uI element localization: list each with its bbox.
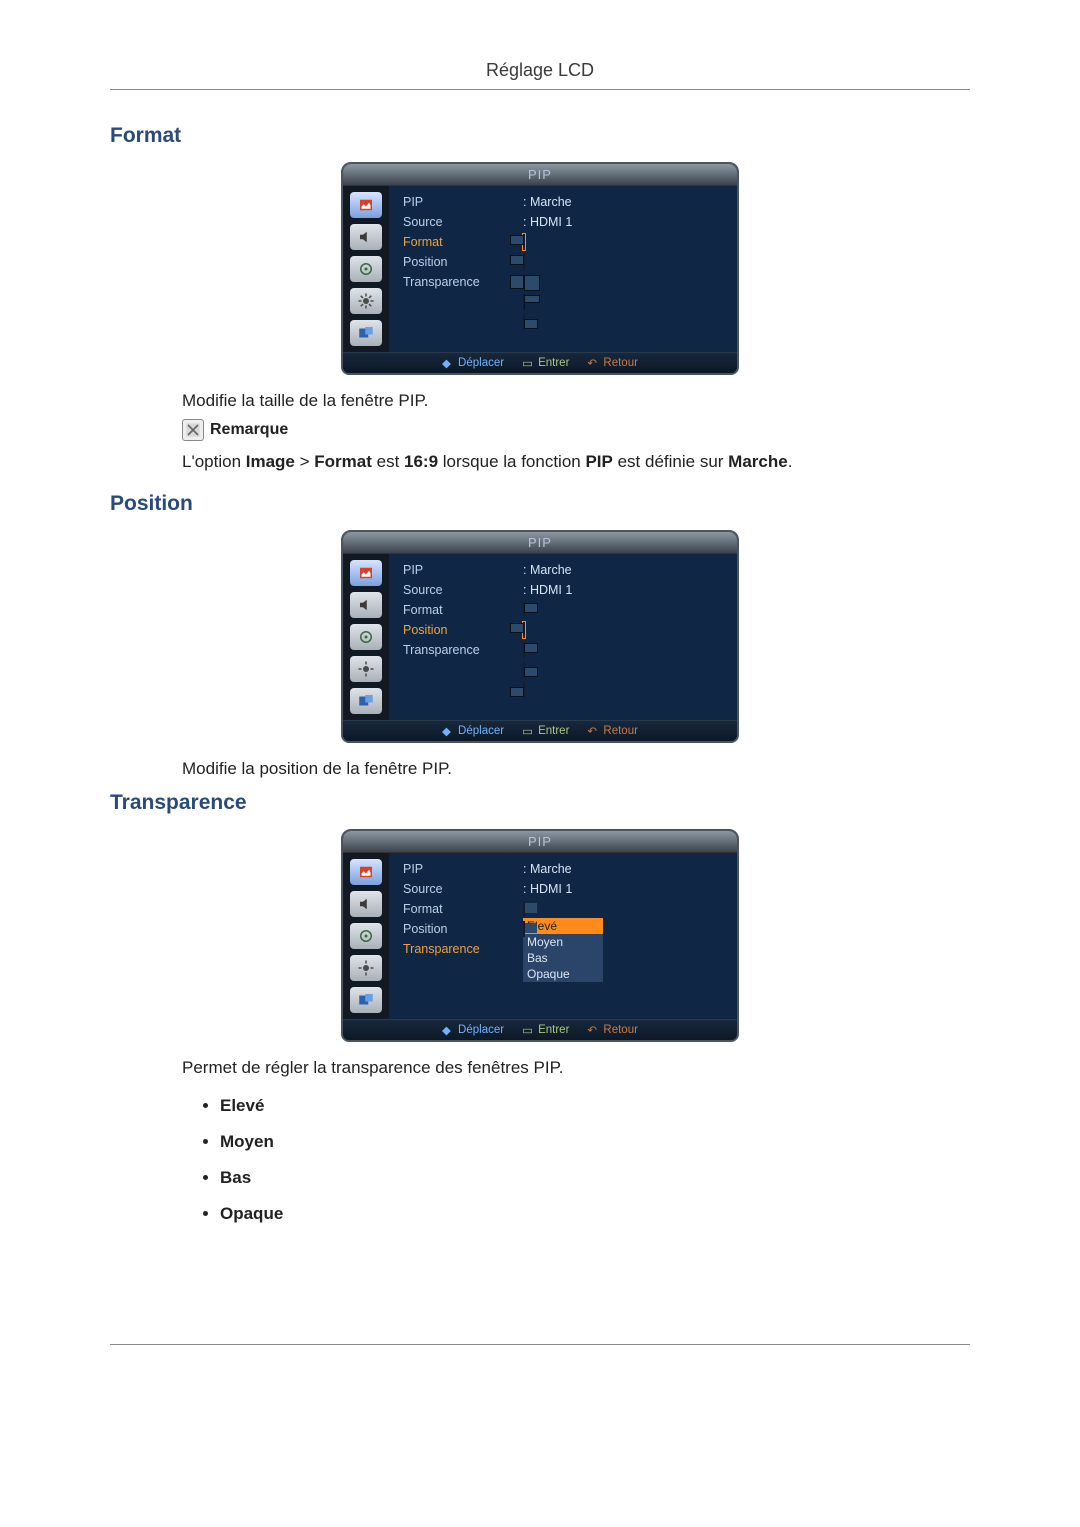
- sound-icon[interactable]: [350, 592, 382, 618]
- trans-option-opaque[interactable]: Opaque: [523, 966, 603, 982]
- section-title-format: Format: [110, 124, 970, 148]
- note-row: Remarque: [182, 419, 970, 441]
- transparence-desc: Permet de régler la transparence des fen…: [182, 1056, 970, 1080]
- osd-row-format[interactable]: Format: [403, 603, 523, 617]
- list-item: Bas: [220, 1168, 970, 1188]
- section-title-position: Position: [110, 492, 970, 516]
- osd-row-pip[interactable]: PIP: [403, 195, 523, 209]
- page-header: Réglage LCD: [110, 60, 970, 90]
- setup-icon[interactable]: [350, 624, 382, 650]
- list-item: Moyen: [220, 1132, 970, 1152]
- section-format: Format PIP PIP: Marche Source: HDMI 1: [110, 124, 970, 474]
- osd-row-position[interactable]: Position: [403, 922, 523, 936]
- osd-transparence: PIP PIP: Marche Source: HDMI 1 Format: [341, 829, 739, 1042]
- osd-row-transparence[interactable]: Transparence: [403, 942, 523, 956]
- osd-row-format[interactable]: Format: [403, 235, 523, 249]
- osd-main: PIP: Marche Source: HDMI 1 Format Positi…: [389, 186, 737, 352]
- position-thumb-1[interactable]: [523, 622, 525, 638]
- osd-val-pip: : Marche: [523, 195, 572, 209]
- osd-row-source[interactable]: Source: [403, 882, 523, 896]
- transparence-option-list: Elevé Moyen Bas Opaque: [220, 1096, 970, 1224]
- osd-row-position[interactable]: Position: [403, 623, 523, 637]
- sound-icon[interactable]: [350, 224, 382, 250]
- section-position: Position PIP PIP: Marche Source: HDMI 1: [110, 492, 970, 781]
- format-thumb-3[interactable]: [523, 274, 525, 290]
- osd-row-transparence[interactable]: Transparence: [403, 643, 523, 657]
- multi-icon[interactable]: [350, 688, 382, 714]
- setup-icon[interactable]: [350, 256, 382, 282]
- format-current-thumb: [523, 602, 525, 618]
- multi-icon[interactable]: [350, 987, 382, 1013]
- osd-footer: ◆Déplacer ▭Entrer ↶Retour: [343, 352, 737, 373]
- osd-sidebar: [343, 186, 389, 352]
- section-transparence: Transparence PIP PIP: Marche Source: HDM…: [110, 791, 970, 1224]
- footer-return: ↶Retour: [587, 357, 638, 369]
- footer-enter: ▭Entrer: [522, 357, 569, 369]
- osd-row-source[interactable]: Source: [403, 583, 523, 597]
- format-desc: Modifie la taille de la fenêtre PIP.: [182, 389, 970, 413]
- footer-rule: [110, 1344, 970, 1345]
- position-thumb-4[interactable]: [523, 682, 525, 698]
- osd-val-source: : HDMI 1: [523, 215, 572, 229]
- format-note-text: L'option Image > Format est 16:9 lorsque…: [182, 449, 970, 475]
- osd-row-pip[interactable]: PIP: [403, 563, 523, 577]
- osd-panel: PIP PIP: Marche Source: HDMI 1 Format: [341, 162, 739, 375]
- osd-sidebar: [343, 554, 389, 720]
- position-desc: Modifie la position de la fenêtre PIP.: [182, 757, 970, 781]
- list-item: Opaque: [220, 1204, 970, 1224]
- image-icon[interactable]: [350, 192, 382, 218]
- osd-footer: ◆Déplacer ▭Entrer ↶Retour: [343, 720, 737, 741]
- osd-title: PIP: [343, 532, 737, 554]
- footer-move: ◆Déplacer: [442, 357, 504, 369]
- section-title-transparence: Transparence: [110, 791, 970, 815]
- settings-icon[interactable]: [350, 656, 382, 682]
- position-thumb-2[interactable]: [523, 642, 525, 658]
- page: Réglage LCD Format PIP PIP: Marche: [0, 0, 1080, 1527]
- setup-icon[interactable]: [350, 923, 382, 949]
- page-title: Réglage LCD: [486, 60, 594, 80]
- settings-icon[interactable]: [350, 955, 382, 981]
- image-icon[interactable]: [350, 859, 382, 885]
- multi-icon[interactable]: [350, 320, 382, 346]
- osd-title: PIP: [343, 164, 737, 186]
- osd-row-format[interactable]: Format: [403, 902, 523, 916]
- format-thumb-selected: [523, 235, 525, 249]
- osd-row-source[interactable]: Source: [403, 215, 523, 229]
- trans-option-moyen[interactable]: Moyen: [523, 934, 603, 950]
- note-icon: [182, 419, 204, 441]
- trans-option-bas[interactable]: Bas: [523, 950, 603, 966]
- osd-row-position[interactable]: Position: [403, 255, 523, 269]
- position-thumb: [523, 921, 525, 937]
- position-thumb-3[interactable]: [523, 662, 525, 678]
- osd-footer: ◆Déplacer ▭Entrer ↶Retour: [343, 1019, 737, 1040]
- format-thumb-4[interactable]: [523, 294, 525, 310]
- osd-sidebar: [343, 853, 389, 1019]
- settings-icon[interactable]: [350, 288, 382, 314]
- format-thumb: [523, 901, 525, 917]
- note-label: Remarque: [210, 421, 288, 439]
- image-icon[interactable]: [350, 560, 382, 586]
- format-thumb-5[interactable]: [523, 314, 525, 330]
- osd-format: PIP PIP: Marche Source: HDMI 1 Format: [341, 162, 739, 375]
- osd-row-transparence[interactable]: Transparence: [403, 275, 523, 289]
- osd-position: PIP PIP: Marche Source: HDMI 1 Format: [341, 530, 739, 743]
- format-thumb-2[interactable]: [523, 254, 525, 270]
- sound-icon[interactable]: [350, 891, 382, 917]
- list-item: Elevé: [220, 1096, 970, 1116]
- osd-row-pip[interactable]: PIP: [403, 862, 523, 876]
- osd-title: PIP: [343, 831, 737, 853]
